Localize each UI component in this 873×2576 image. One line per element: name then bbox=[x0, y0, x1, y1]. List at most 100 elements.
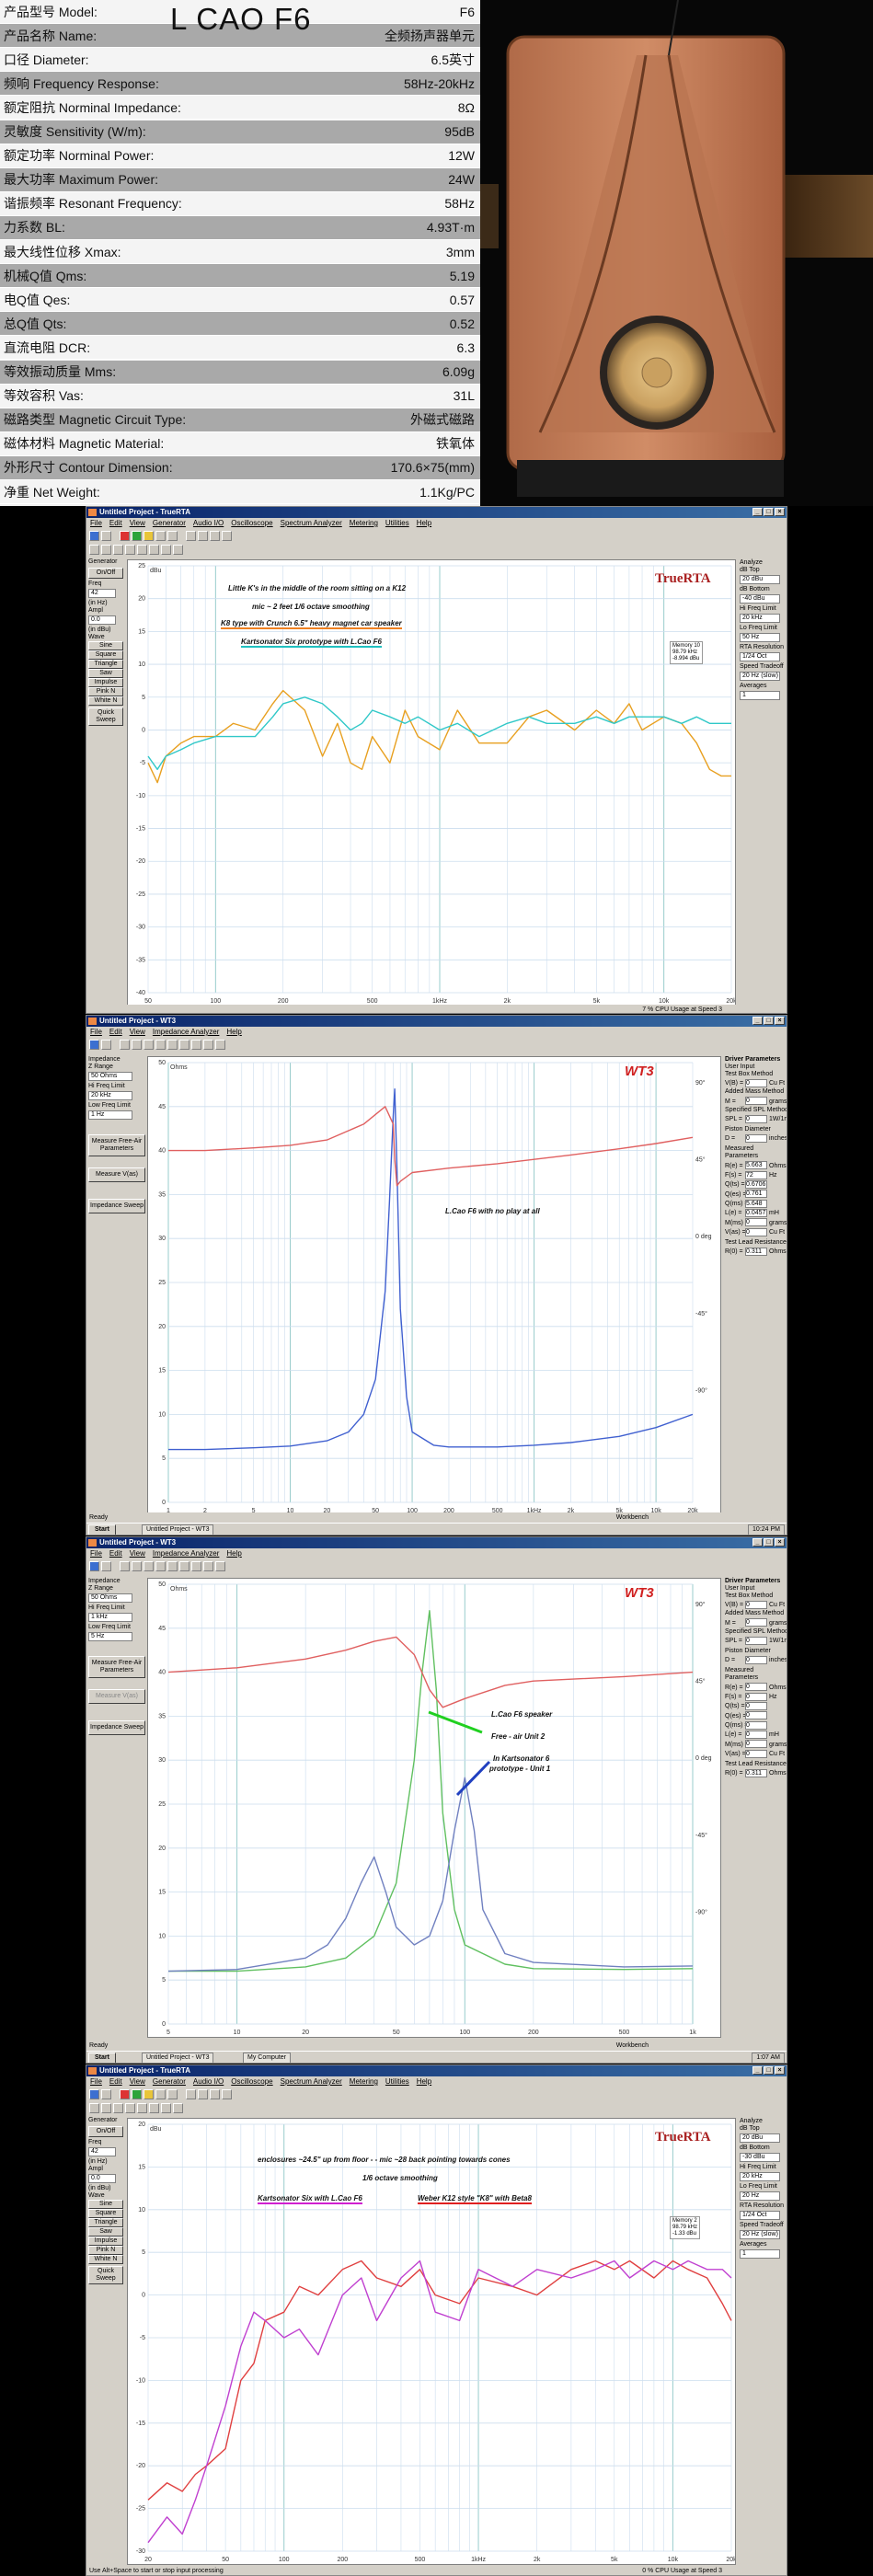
taskbar-item[interactable]: Untitled Project - WT3 bbox=[142, 1524, 214, 1535]
menu-item[interactable]: Oscilloscope bbox=[231, 519, 273, 527]
menu-item[interactable]: Audio I/O bbox=[192, 2077, 224, 2086]
run-icon[interactable] bbox=[132, 2088, 142, 2099]
test-box-radio[interactable]: Test Box Method bbox=[725, 1071, 774, 1077]
wave-button[interactable]: Triangle bbox=[88, 2218, 123, 2227]
title-bar[interactable]: Untitled Project - WT3 _ □ × bbox=[86, 1016, 787, 1027]
mem2-icon[interactable] bbox=[101, 544, 111, 555]
lo-freq-input[interactable]: 20 Hz bbox=[740, 2191, 780, 2201]
menu-item[interactable]: Utilities bbox=[385, 519, 409, 527]
open-icon[interactable] bbox=[89, 2088, 99, 2099]
menu-item[interactable]: Edit bbox=[109, 1549, 122, 1558]
open-icon[interactable] bbox=[89, 530, 99, 541]
wave-button[interactable]: Triangle bbox=[88, 660, 123, 669]
menu-item[interactable]: Utilities bbox=[385, 2077, 409, 2086]
wave-button[interactable]: White N bbox=[88, 2255, 123, 2264]
menu-item[interactable]: Audio I/O bbox=[192, 519, 224, 527]
maximize-button[interactable]: □ bbox=[764, 1017, 774, 1025]
averages-input[interactable]: 1 bbox=[740, 2249, 780, 2259]
memory-icon[interactable] bbox=[167, 2088, 178, 2099]
help-icon[interactable] bbox=[222, 2088, 232, 2099]
param-input[interactable]: 5.663 bbox=[745, 1161, 767, 1170]
wave-button[interactable]: Sine bbox=[88, 641, 123, 650]
menu-item[interactable]: Spectrum Analyzer bbox=[280, 2077, 342, 2086]
close-button[interactable]: × bbox=[775, 2066, 785, 2075]
mem7-icon[interactable] bbox=[191, 1560, 201, 1571]
save-icon[interactable] bbox=[101, 2088, 111, 2099]
rta-resolution-select[interactable]: 1/24 Oct bbox=[740, 2211, 780, 2220]
diameter-input[interactable]: 0 bbox=[745, 1134, 767, 1144]
mass-input[interactable]: 0 bbox=[745, 1097, 767, 1106]
mem8-icon[interactable] bbox=[173, 2102, 183, 2113]
measure-vas-button[interactable]: Measure V(as) bbox=[88, 1689, 145, 1704]
mem6-icon[interactable] bbox=[179, 1560, 190, 1571]
zoom-icon[interactable] bbox=[186, 530, 196, 541]
mem7-icon[interactable] bbox=[161, 2102, 171, 2113]
spl-input[interactable]: 0 bbox=[745, 1114, 767, 1123]
help-icon[interactable] bbox=[215, 1039, 225, 1050]
taskbar-item[interactable]: Untitled Project - WT3 bbox=[142, 2053, 214, 2063]
menu-item[interactable]: Oscilloscope bbox=[231, 2077, 273, 2086]
param-input[interactable]: 0.761 bbox=[745, 1190, 767, 1199]
pause-icon[interactable] bbox=[144, 530, 154, 541]
ampl-input[interactable]: 0.0 bbox=[88, 2174, 116, 2183]
param-input[interactable]: 0 bbox=[745, 1227, 767, 1236]
param-input[interactable]: 0 bbox=[745, 1218, 767, 1227]
menu-item[interactable]: Metering bbox=[349, 519, 378, 527]
diameter-input[interactable]: 0 bbox=[745, 1656, 767, 1665]
wave-button[interactable]: Square bbox=[88, 2209, 123, 2218]
mem4-icon[interactable] bbox=[125, 2102, 135, 2113]
maximize-button[interactable]: □ bbox=[764, 508, 774, 516]
stop-icon[interactable] bbox=[120, 2088, 130, 2099]
close-button[interactable]: × bbox=[775, 1017, 785, 1025]
mem2-icon[interactable] bbox=[132, 1039, 142, 1050]
wave-button[interactable]: Pink N bbox=[88, 2246, 123, 2255]
param-input[interactable]: 0.6706 bbox=[745, 1180, 767, 1190]
test-box-radio[interactable]: Test Box Method bbox=[725, 1593, 774, 1599]
maximize-button[interactable]: □ bbox=[764, 2066, 774, 2075]
wave-button[interactable]: Square bbox=[88, 650, 123, 660]
capture-icon[interactable] bbox=[155, 530, 166, 541]
mem5-icon[interactable] bbox=[167, 1039, 178, 1050]
z-range-select[interactable]: 50 Ohms bbox=[88, 1593, 132, 1603]
mem2-icon[interactable] bbox=[101, 2102, 111, 2113]
title-bar[interactable]: Untitled Project - WT3 _ □ × bbox=[86, 1537, 787, 1548]
menu-item[interactable]: View bbox=[129, 1028, 145, 1036]
wave-button[interactable]: White N bbox=[88, 696, 123, 706]
save-icon[interactable] bbox=[101, 1560, 111, 1571]
mem7-icon[interactable] bbox=[161, 544, 171, 555]
menu-item[interactable]: Edit bbox=[109, 519, 122, 527]
spl-input[interactable]: 0 bbox=[745, 1636, 767, 1645]
menu-item[interactable]: Spectrum Analyzer bbox=[280, 519, 342, 527]
wave-button[interactable]: Saw bbox=[88, 669, 123, 678]
close-button[interactable]: × bbox=[775, 508, 785, 516]
mem7-icon[interactable] bbox=[191, 1039, 201, 1050]
param-input[interactable]: 0 bbox=[745, 1683, 767, 1692]
taskbar-item[interactable]: My Computer bbox=[243, 2053, 292, 2063]
param-input[interactable]: 0 bbox=[745, 1702, 767, 1711]
mem1-icon[interactable] bbox=[89, 544, 99, 555]
zoom-icon[interactable] bbox=[186, 2088, 196, 2099]
start-button[interactable]: Start bbox=[88, 1524, 116, 1535]
db-top-input[interactable]: 20 dBu bbox=[740, 2133, 780, 2143]
freq-input[interactable]: 42 bbox=[88, 589, 116, 598]
averages-input[interactable]: 1 bbox=[740, 691, 780, 700]
mass-input[interactable]: 0 bbox=[745, 1618, 767, 1627]
rta-resolution-select[interactable]: 1/24 Oct bbox=[740, 652, 780, 661]
wave-button[interactable]: Impulse bbox=[88, 678, 123, 687]
maximize-button[interactable]: □ bbox=[764, 1538, 774, 1547]
menu-item[interactable]: File bbox=[90, 1549, 102, 1558]
on-off-button[interactable]: On/Off bbox=[88, 568, 123, 579]
wave-button[interactable]: Saw bbox=[88, 2227, 123, 2237]
title-bar[interactable]: Untitled Project - TrueRTA _ □ × bbox=[86, 507, 787, 518]
r0-input[interactable]: 0.311 bbox=[745, 1769, 767, 1778]
mem5-icon[interactable] bbox=[137, 2102, 147, 2113]
measure-vas-button[interactable]: Measure V(as) bbox=[88, 1167, 145, 1182]
hi-freq-input[interactable]: 20 kHz bbox=[740, 2172, 780, 2181]
menu-item[interactable]: Impedance Analyzer bbox=[152, 1549, 220, 1558]
help-icon[interactable] bbox=[215, 1560, 225, 1571]
on-off-button[interactable]: On/Off bbox=[88, 2126, 123, 2137]
hi-freq-select[interactable]: 20 kHz bbox=[88, 1091, 132, 1100]
added-mass-radio[interactable]: Added Mass Method bbox=[725, 1610, 785, 1617]
mem1-icon[interactable] bbox=[89, 2102, 99, 2113]
mem4-icon[interactable] bbox=[155, 1039, 166, 1050]
